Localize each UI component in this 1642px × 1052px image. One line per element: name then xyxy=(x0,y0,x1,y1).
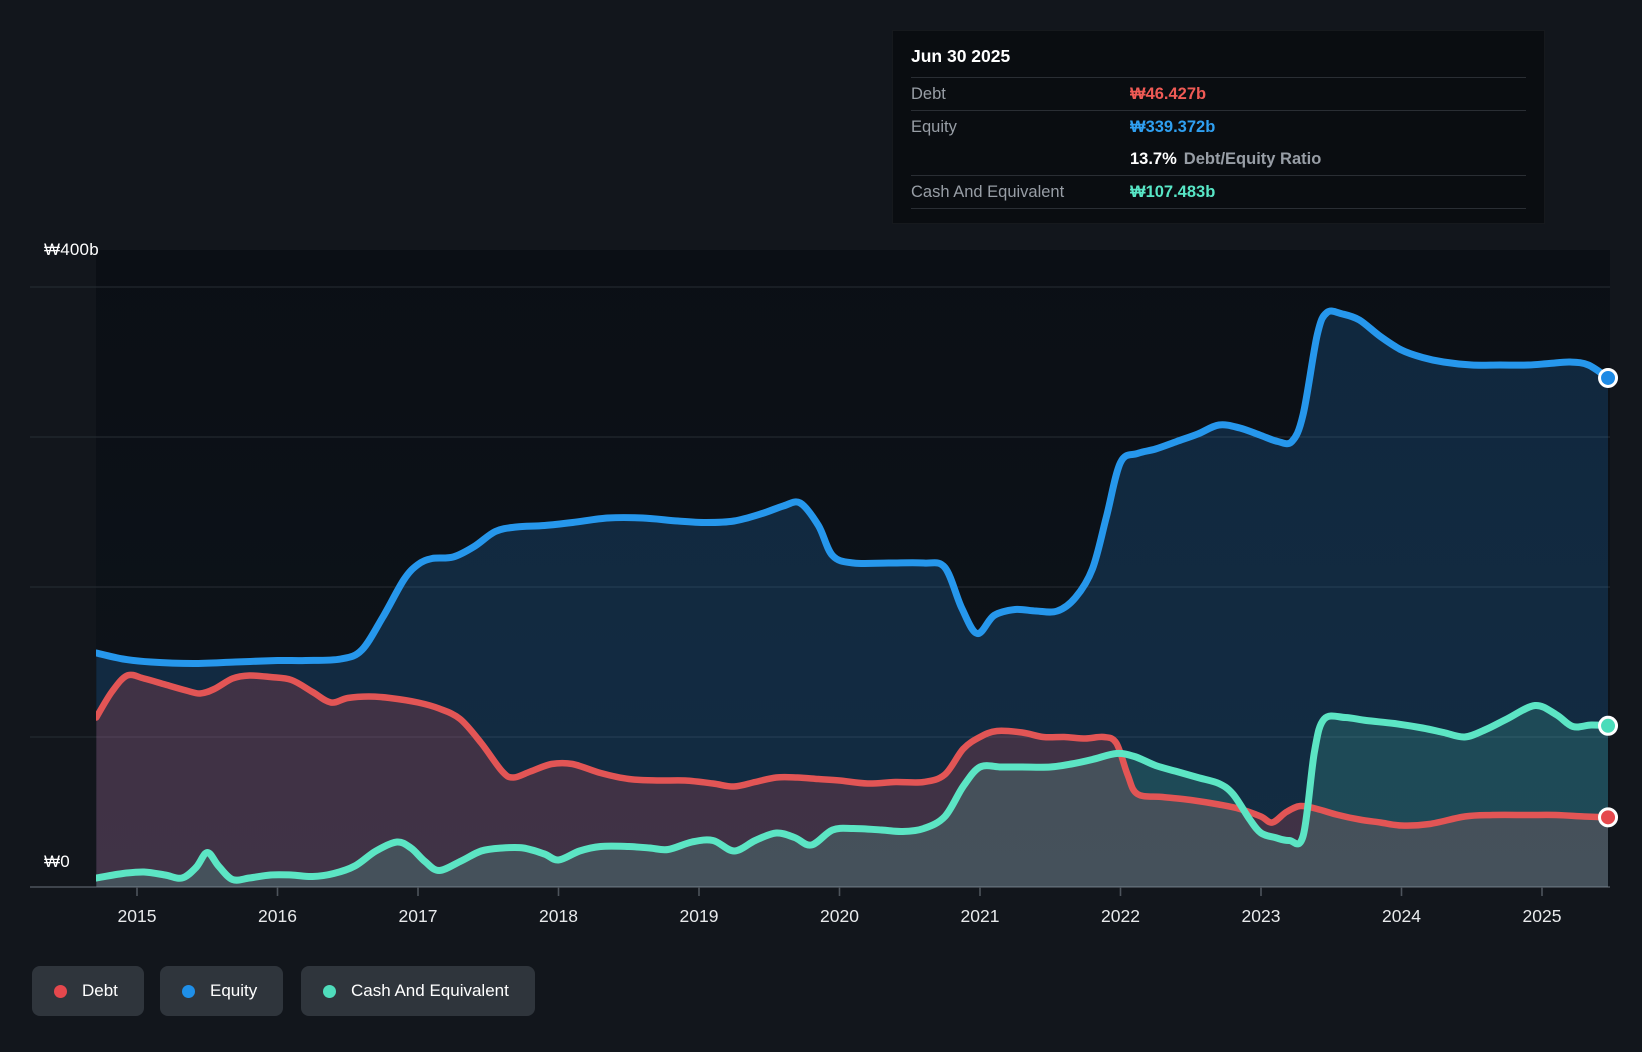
x-tick-label-2021: 2021 xyxy=(961,906,1000,926)
debt-area xyxy=(96,674,1608,887)
tooltip-debt-value: ₩46.427b xyxy=(1130,84,1207,103)
equity-end-marker[interactable] xyxy=(1598,367,1619,388)
y-axis-label-400b: ₩400b xyxy=(44,240,99,259)
legend-item-equity[interactable]: Equity xyxy=(160,966,284,1016)
legend-item-debt[interactable]: Debt xyxy=(32,966,144,1016)
chart-tooltip: Jun 30 2025 Debt ₩46.427b Equity ₩339.37… xyxy=(892,30,1545,224)
cash-end-marker[interactable] xyxy=(1598,715,1619,736)
tooltip-date: Jun 30 2025 xyxy=(911,31,1526,78)
y-axis-label-0: ₩0 xyxy=(44,852,70,871)
legend-debt-label: Debt xyxy=(82,981,118,1000)
cash-legend-dot-icon xyxy=(323,984,336,998)
debt-line xyxy=(96,671,1610,829)
x-tick-label-2016: 2016 xyxy=(258,906,297,926)
tooltip-equity-value: ₩339.372b xyxy=(1130,117,1216,136)
x-tick-label-2018: 2018 xyxy=(539,906,578,926)
tooltip-debt-label: Debt xyxy=(911,84,946,103)
x-tick-label-2015: 2015 xyxy=(118,906,157,926)
cash-area xyxy=(96,705,1608,887)
x-tick-label-2020: 2020 xyxy=(820,906,859,926)
series-group xyxy=(96,307,1610,887)
equity-area xyxy=(96,311,1608,887)
debt-end-marker[interactable] xyxy=(1598,807,1619,828)
tooltip-ratio-label: Debt/Equity Ratio xyxy=(1183,149,1322,168)
tooltip-equity-label: Equity xyxy=(911,117,957,136)
tooltip-cash-value: ₩107.483b xyxy=(1130,182,1216,201)
legend-cash-label: Cash And Equivalent xyxy=(351,981,509,1000)
tooltip-row-equity: Equity ₩339.372b xyxy=(911,111,1526,143)
x-tick-label-2023: 2023 xyxy=(1242,906,1281,926)
legend-item-cash[interactable]: Cash And Equivalent xyxy=(301,966,535,1016)
x-tick-label-2017: 2017 xyxy=(399,906,438,926)
tooltip-row-cash: Cash And Equivalent ₩107.483b xyxy=(911,176,1526,209)
tooltip-row-ratio: 13.7% Debt/Equity Ratio xyxy=(911,143,1526,176)
x-tick-label-2019: 2019 xyxy=(680,906,719,926)
cash-line xyxy=(96,701,1610,884)
equity-legend-dot-icon xyxy=(182,984,195,998)
x-tick-label-2025: 2025 xyxy=(1523,906,1562,926)
x-tick-label-2022: 2022 xyxy=(1101,906,1140,926)
legend-equity-label: Equity xyxy=(210,981,258,1000)
tooltip-cash-label: Cash And Equivalent xyxy=(911,182,1065,201)
equity-line xyxy=(96,307,1610,667)
x-tick-label-2024: 2024 xyxy=(1382,906,1421,926)
debt-legend-dot-icon xyxy=(54,984,67,998)
tooltip-ratio-value: 13.7% xyxy=(1130,149,1177,168)
tooltip-row-debt: Debt ₩46.427b xyxy=(911,78,1526,111)
